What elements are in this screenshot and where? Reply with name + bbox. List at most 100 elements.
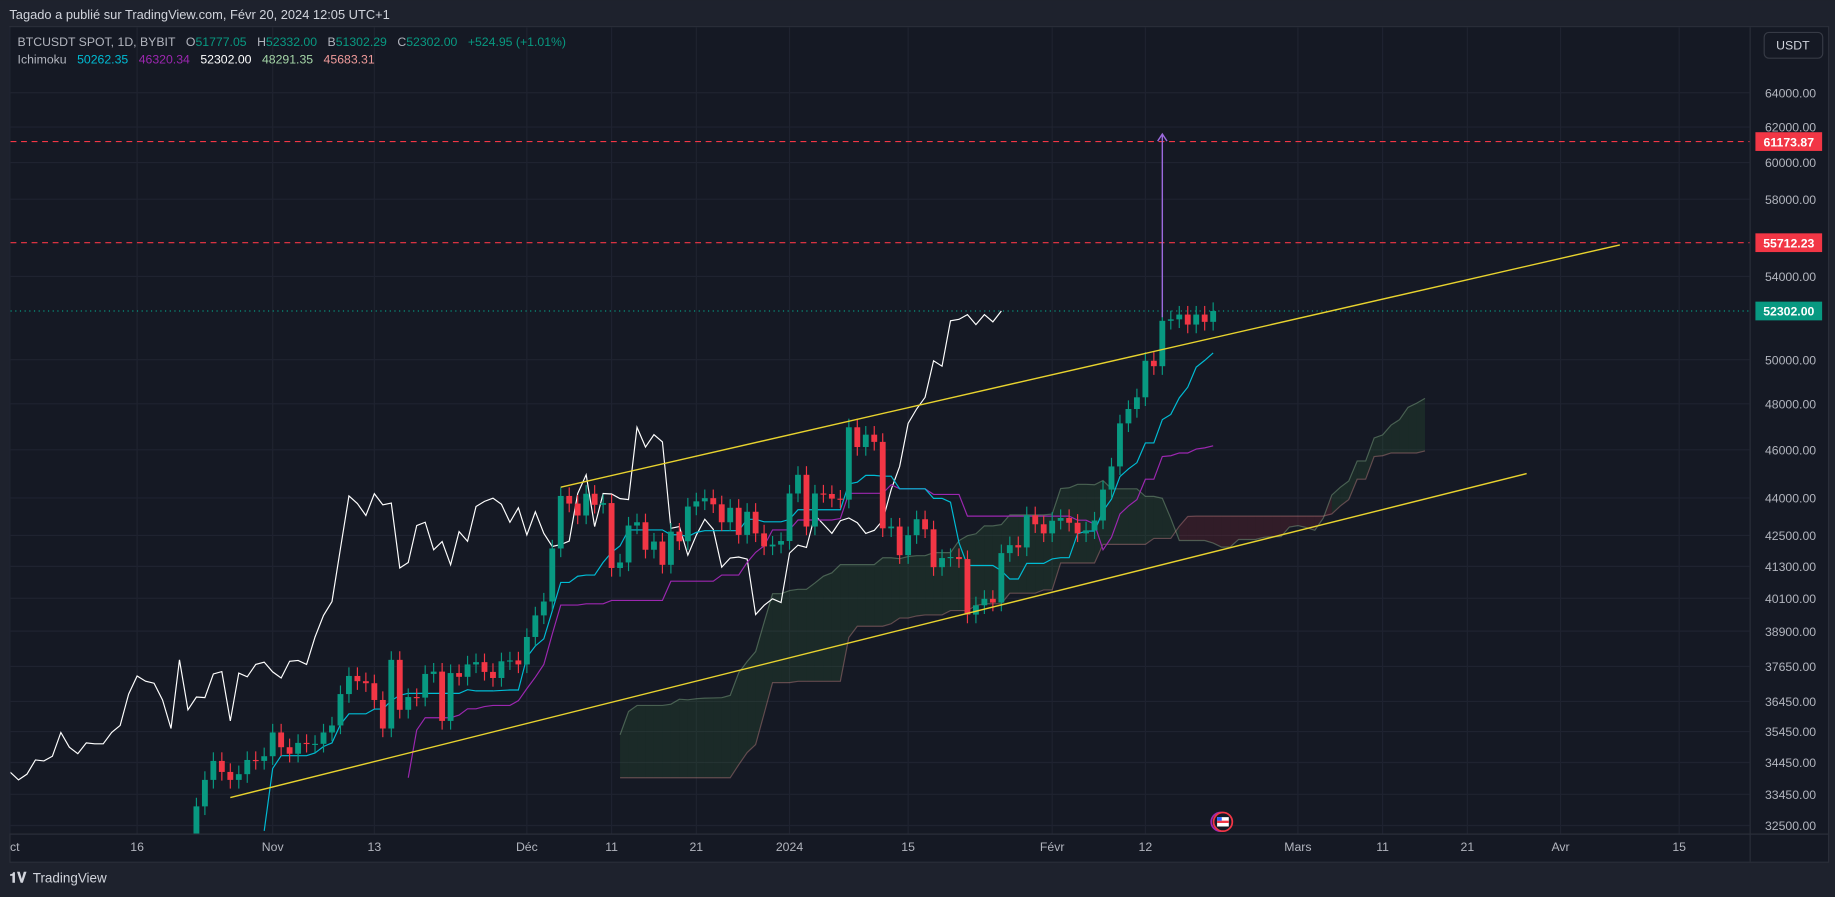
cloud-segment [755, 622, 765, 745]
candle-body [1066, 517, 1073, 523]
cloud-segment [730, 672, 739, 778]
grid [9, 27, 1750, 834]
candle-body [1108, 466, 1115, 490]
open-value: 51777.05 [195, 35, 246, 49]
candle [735, 499, 742, 544]
time-tick-label: Oct [0, 840, 20, 854]
price-tick-label: 42500.00 [1765, 529, 1816, 543]
candle-body [727, 507, 734, 523]
candle [828, 485, 835, 508]
candle-body [269, 732, 276, 757]
cloud-segment [645, 705, 654, 778]
price-label-resistance-high [1755, 132, 1823, 151]
economic-event-flag-icon[interactable] [1210, 811, 1234, 833]
candle [430, 663, 437, 683]
time-tick-label: 11 [605, 840, 618, 854]
price-labels: 61173.87 55712.23 52302.00 [1755, 132, 1823, 321]
candle-body [447, 673, 454, 721]
candle-body [693, 501, 700, 507]
time-axis[interactable]: Oct 16 Nov 13 Déc 11 21 2024 15 Févr 12 Mars 11 21 Avr… [0, 840, 1687, 854]
price-tick-label: 64000.00 [1765, 86, 1816, 100]
candle-body [634, 522, 640, 526]
candle [1074, 514, 1081, 543]
candle-body [286, 747, 293, 754]
chart-panel[interactable]: 64000.00 62000.00 60000.00 58000.00 54000.00… [0, 26, 1830, 897]
candle [244, 751, 251, 783]
time-tick-label: Nov [262, 840, 285, 854]
candle [329, 716, 335, 742]
candle [388, 651, 395, 738]
cloud-segment [747, 651, 756, 753]
cloud-segment [1323, 495, 1332, 519]
candle-body [481, 662, 488, 672]
candle-body [642, 522, 649, 550]
drawings[interactable] [230, 132, 1621, 799]
candle [303, 734, 310, 753]
candle [778, 532, 784, 554]
candle [1083, 521, 1089, 543]
senkou-a-value: 48291.35 [262, 52, 313, 66]
candle [913, 510, 920, 544]
cloud-segment [1365, 437, 1375, 480]
candle-body [320, 732, 327, 744]
candle-body [600, 503, 607, 505]
cloud-segment [696, 698, 705, 778]
candle [379, 691, 386, 738]
candle [1006, 536, 1013, 562]
candle-body [862, 434, 869, 448]
tradingview-logo[interactable]: 𝟏𝐕 TradingView [9, 870, 107, 886]
time-tick-label: Févr [1040, 840, 1065, 854]
cloud-segment [620, 711, 629, 778]
time-tick-label: Mars [1284, 840, 1311, 854]
currency-button[interactable]: USDT [1763, 31, 1824, 59]
candle-body [278, 732, 285, 748]
candle [905, 526, 912, 564]
cloud-segment [1136, 488, 1146, 545]
cloud-segment [1196, 516, 1205, 541]
price-tick-label: 54000.00 [1765, 270, 1816, 284]
candle-body [761, 533, 768, 547]
arrow-head-icon [1157, 132, 1168, 142]
candle [557, 487, 564, 558]
candle-body [845, 427, 852, 500]
candle [964, 550, 971, 624]
cloud-segment [1289, 516, 1298, 527]
candle [1023, 506, 1030, 557]
candle-body [1133, 397, 1140, 410]
candle-body [769, 544, 776, 547]
price-axis[interactable]: 64000.00 62000.00 60000.00 58000.00 54000.00… [1765, 86, 1816, 833]
candle [1066, 509, 1073, 532]
indicator-name[interactable]: Ichimoku [18, 52, 67, 66]
candle [490, 663, 496, 687]
chikou-value: 52302.00 [200, 52, 251, 66]
candle-body [964, 559, 971, 615]
candle-body [1015, 545, 1022, 548]
candle [1142, 352, 1149, 406]
cloud-segment [1230, 516, 1239, 548]
candle-body [1142, 360, 1149, 398]
price-tick-label: 37650.00 [1765, 660, 1816, 674]
candle [227, 763, 234, 789]
cloud-segment [899, 556, 909, 619]
candle [727, 499, 734, 531]
candle [1125, 400, 1132, 433]
candle [752, 503, 759, 543]
candle [193, 797, 200, 834]
candle [405, 688, 412, 719]
candle [947, 548, 954, 567]
candle [642, 513, 649, 559]
candle-body [354, 675, 361, 682]
candle-body [1032, 515, 1039, 525]
cloud-segment [1238, 516, 1248, 540]
candle-body [795, 474, 801, 494]
candle [1108, 457, 1115, 499]
candle-body [566, 495, 573, 504]
price-tick-label: 60000.00 [1765, 156, 1816, 170]
candle [515, 651, 522, 674]
cloud-segment [1179, 516, 1188, 541]
candle-body [244, 759, 251, 775]
candle-body [710, 498, 717, 505]
low-value: 51302.29 [336, 35, 387, 49]
cloud-segment [704, 697, 714, 778]
candle [549, 539, 556, 611]
